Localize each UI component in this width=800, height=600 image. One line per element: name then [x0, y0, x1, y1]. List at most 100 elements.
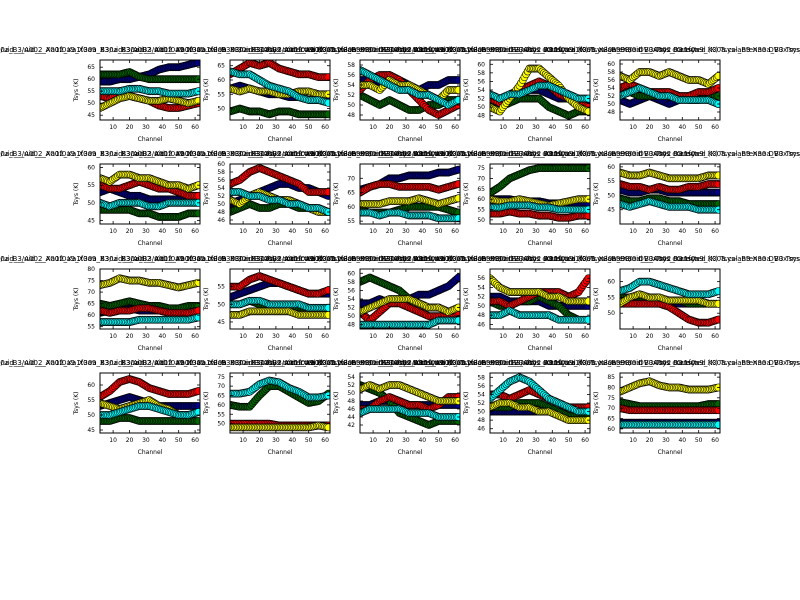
- y-tick-label: 54: [217, 185, 225, 192]
- x-tick-label: 30: [662, 124, 670, 131]
- x-tick-label: 60: [711, 228, 719, 235]
- tsys-panel: X30a_B3/uid___A002_Xa1f0a9_X30a_B3/uid__…: [251, 150, 800, 247]
- series-group: [100, 274, 200, 326]
- x-tick-label: 20: [516, 124, 524, 131]
- x-tick-label: 30: [532, 124, 540, 131]
- x-tick-label: 20: [256, 124, 264, 131]
- x-tick-label: 10: [109, 333, 117, 340]
- data-point: [324, 286, 330, 295]
- tsys-panel: X30a_B3/uid___A002_Xa1f0a9_X30a_B3/uid__…: [251, 255, 800, 352]
- x-tick-label: 10: [629, 228, 637, 235]
- y-tick-label: 52: [217, 193, 225, 200]
- x-tick-label: 40: [418, 124, 426, 131]
- data-point: [324, 110, 330, 119]
- x-tick-label: 10: [239, 228, 247, 235]
- x-tick-label: 50: [175, 333, 183, 340]
- x-tick-label: 60: [451, 124, 459, 131]
- x-tick-label: 60: [581, 228, 589, 235]
- y-tick-label: 50: [477, 217, 485, 224]
- tsys-panel: X30a_B3/uid___A002_Xa1f0a9_X30a_B3/uid__…: [381, 255, 800, 352]
- y-tick-label: 58: [347, 62, 355, 69]
- x-tick-label: 30: [142, 228, 150, 235]
- y-axis-label: Tsys (K): [203, 183, 210, 207]
- series-group: [230, 60, 330, 119]
- panel-title: X30a_B3/uid___A002_Xa1f0a9_X30a_B3/uid__…: [251, 255, 800, 263]
- x-axis-label: Channel: [658, 240, 683, 247]
- x-axis-label: Channel: [268, 240, 293, 247]
- y-tick-label: 48: [347, 112, 355, 119]
- tsys-panel: X30a_B3/uid___A002_Xa1f0a9_X30a_B3/uid__…: [0, 150, 569, 247]
- y-tick-label: 58: [217, 169, 225, 176]
- x-tick-label: 30: [662, 228, 670, 235]
- y-axis-label: Tsys (K): [73, 183, 80, 207]
- x-tick-label: 10: [369, 124, 377, 131]
- y-tick-label: 50: [217, 201, 225, 208]
- x-tick-label: 20: [386, 228, 394, 235]
- y-tick-label: 52: [347, 92, 355, 99]
- x-axis-label: Channel: [398, 240, 423, 247]
- x-tick-label: 10: [239, 124, 247, 131]
- data-point: [454, 273, 460, 282]
- data-point: [454, 86, 460, 94]
- x-tick-label: 60: [451, 228, 459, 235]
- y-tick-label: 52: [607, 93, 615, 100]
- data-point: [584, 107, 590, 116]
- x-tick-label: 30: [402, 124, 410, 131]
- y-tick-label: 45: [87, 112, 95, 119]
- y-tick-label: 55: [217, 284, 225, 291]
- y-tick-label: 60: [477, 61, 485, 68]
- y-axis-label: Tsys (K): [593, 183, 600, 207]
- y-tick-label: 70: [347, 175, 355, 182]
- x-tick-label: 40: [288, 228, 296, 235]
- x-tick-label: 10: [109, 124, 117, 131]
- tsys-panel: X30a_B3/uid___A002_Xa1f0a9_X30a_B3/uid__…: [381, 150, 800, 247]
- tsys-panel: X30a_B3/uid___A002_Xa1f0a9_X30a_B3/uid__…: [0, 150, 439, 247]
- x-tick-label: 50: [695, 124, 703, 131]
- x-tick-label: 20: [646, 124, 654, 131]
- x-tick-label: 10: [239, 333, 247, 340]
- x-axis-label: Channel: [658, 136, 683, 143]
- data-point: [454, 316, 460, 325]
- x-axis-label: Channel: [268, 345, 293, 352]
- y-tick-label: 56: [477, 78, 485, 85]
- x-tick-label: 40: [678, 228, 686, 235]
- y-tick-label: 48: [217, 209, 225, 216]
- tsys-panel: X30a_B3/uid___A002_Xa1f0a9_X30a_B3/uid__…: [0, 255, 439, 352]
- y-tick-label: 45: [217, 319, 225, 326]
- y-tick-label: 48: [347, 322, 355, 329]
- data-point: [584, 297, 590, 306]
- y-tick-label: 54: [607, 85, 615, 92]
- x-tick-label: 10: [369, 333, 377, 340]
- x-axis-label: Channel: [398, 136, 423, 143]
- panel-title: X30a_B3/uid___A002_Xa1f0a9_X30a_B3/uid__…: [121, 150, 699, 158]
- x-tick-label: 10: [499, 333, 507, 340]
- panel-title: X30a_B3/uid___A002_Xa1f0a9_X30a_B3/uid__…: [381, 46, 800, 54]
- y-tick-label: 65: [87, 64, 95, 71]
- x-tick-label: 10: [369, 228, 377, 235]
- x-tick-label: 60: [191, 228, 199, 235]
- y-tick-label: 54: [477, 284, 485, 291]
- y-tick-label: 50: [347, 313, 355, 320]
- data-point: [324, 98, 330, 107]
- panel-title: X30a_B3/uid___A002_Xa1f0a9_X30a_B3/uid__…: [0, 150, 439, 158]
- y-tick-label: 54: [347, 296, 355, 303]
- series-group: [490, 164, 590, 222]
- panel-title: X30a_B3/uid___A002_Xa1f0a9_X30a_B3/uid__…: [0, 46, 439, 54]
- y-tick-label: 65: [477, 186, 485, 193]
- panel-title: X30a_B3/uid___A002_Xa1f0a9_X30a_B3/uid__…: [381, 255, 800, 263]
- y-tick-label: 50: [87, 100, 95, 107]
- tsys-panel: X30a_B3/uid___A002_Xa1f0a9_X30a_B3/uid__…: [251, 46, 800, 143]
- tsys-panel: X30a_B3/uid___A002_Xa1f0a9_X30a_B3/uid__…: [0, 46, 569, 143]
- y-tick-label: 54: [477, 87, 485, 94]
- x-tick-label: 60: [711, 124, 719, 131]
- axes-frame: [99, 59, 201, 121]
- x-tick-label: 10: [499, 228, 507, 235]
- tsys-panel: X30a_B3/uid___A002_Xa1f0a9_X30a_B3/uid__…: [0, 255, 569, 352]
- y-tick-label: 60: [347, 204, 355, 211]
- x-tick-label: 30: [142, 333, 150, 340]
- x-tick-label: 50: [565, 228, 573, 235]
- y-axis-label: Tsys (K): [73, 79, 80, 103]
- y-tick-label: 60: [87, 312, 95, 319]
- data-point: [324, 188, 330, 196]
- panel-title: X30a_B3/uid___A002_Xa1f0a9_X30a_B3/uid__…: [0, 255, 439, 263]
